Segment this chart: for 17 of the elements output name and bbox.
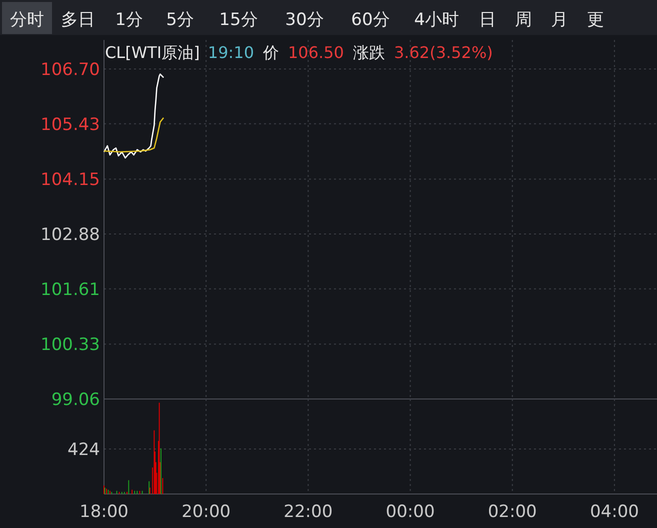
tabs: 分时 多日 1分 5分 15分 30分 60分 4小时 日 周 月 更 — [2, 2, 604, 34]
x-tick-label: 22:00 — [284, 502, 333, 522]
x-tick-label: 04:00 — [590, 502, 639, 522]
y-tick-label: 100.33 — [40, 335, 100, 356]
y-tick-label: 101.61 — [40, 280, 100, 300]
chart-subtitle: 19:10 价 106.50 涨跌 3.62(3.52%) — [208, 43, 493, 62]
y-tick-label: 102.88 — [40, 224, 100, 245]
y-tick-label: 105.43 — [40, 114, 100, 135]
x-tick-label: 20:00 — [182, 502, 231, 522]
y-tick-label: 99.06 — [51, 390, 100, 410]
y-tick-label: 106.70 — [40, 60, 100, 80]
x-tick-label: 00:00 — [386, 502, 435, 522]
chart-title: CL[WTI原油] — [105, 43, 200, 62]
x-tick-label: 18:00 — [80, 502, 128, 522]
y-tick-label: 424 — [68, 440, 100, 460]
x-tick-label: 02:00 — [488, 502, 537, 522]
y-tick-label: 104.15 — [40, 170, 100, 190]
